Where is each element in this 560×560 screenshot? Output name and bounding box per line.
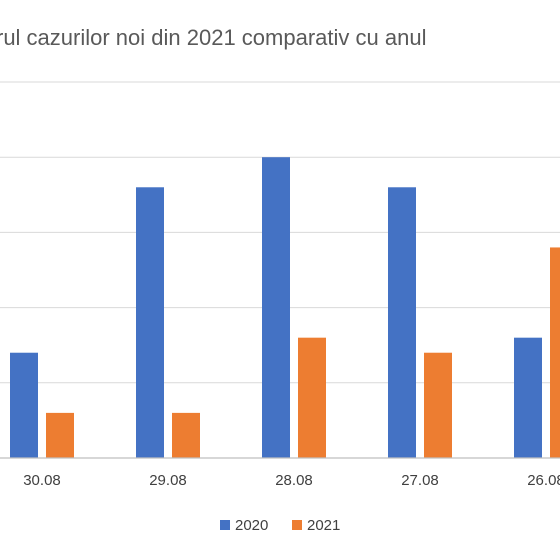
bar-2020-29.08 — [136, 187, 164, 458]
bar-2021-28.08 — [298, 337, 326, 458]
bar-2021-30.08 — [46, 412, 74, 458]
legend-label-2020: 2020 — [235, 517, 268, 534]
bar-2020-26.08 — [514, 337, 542, 458]
x-tick-label: 27.08 — [401, 472, 439, 489]
chart-title: rul cazurilor noi din 2021 comparativ cu… — [0, 25, 426, 50]
x-tick-label: 26.08 — [527, 472, 560, 489]
bar-2020-28.08 — [262, 157, 290, 458]
legend-swatch-2021 — [292, 520, 302, 530]
bar-2020-30.08 — [10, 352, 38, 458]
bars — [10, 157, 560, 458]
legend-label-2021: 2021 — [307, 517, 340, 534]
legend-swatch-2020 — [220, 520, 230, 530]
bar-2021-26.08 — [550, 247, 560, 458]
x-tick-labels: 30.08 29.08 28.08 27.08 26.08 — [23, 472, 560, 489]
x-tick-label: 30.08 — [23, 472, 61, 489]
legend: 2020 2021 — [220, 517, 340, 534]
x-tick-label: 29.08 — [149, 472, 187, 489]
bar-2021-29.08 — [172, 412, 200, 458]
bar-2020-27.08 — [388, 187, 416, 458]
x-tick-label: 28.08 — [275, 472, 313, 489]
bar-2021-27.08 — [424, 352, 452, 458]
